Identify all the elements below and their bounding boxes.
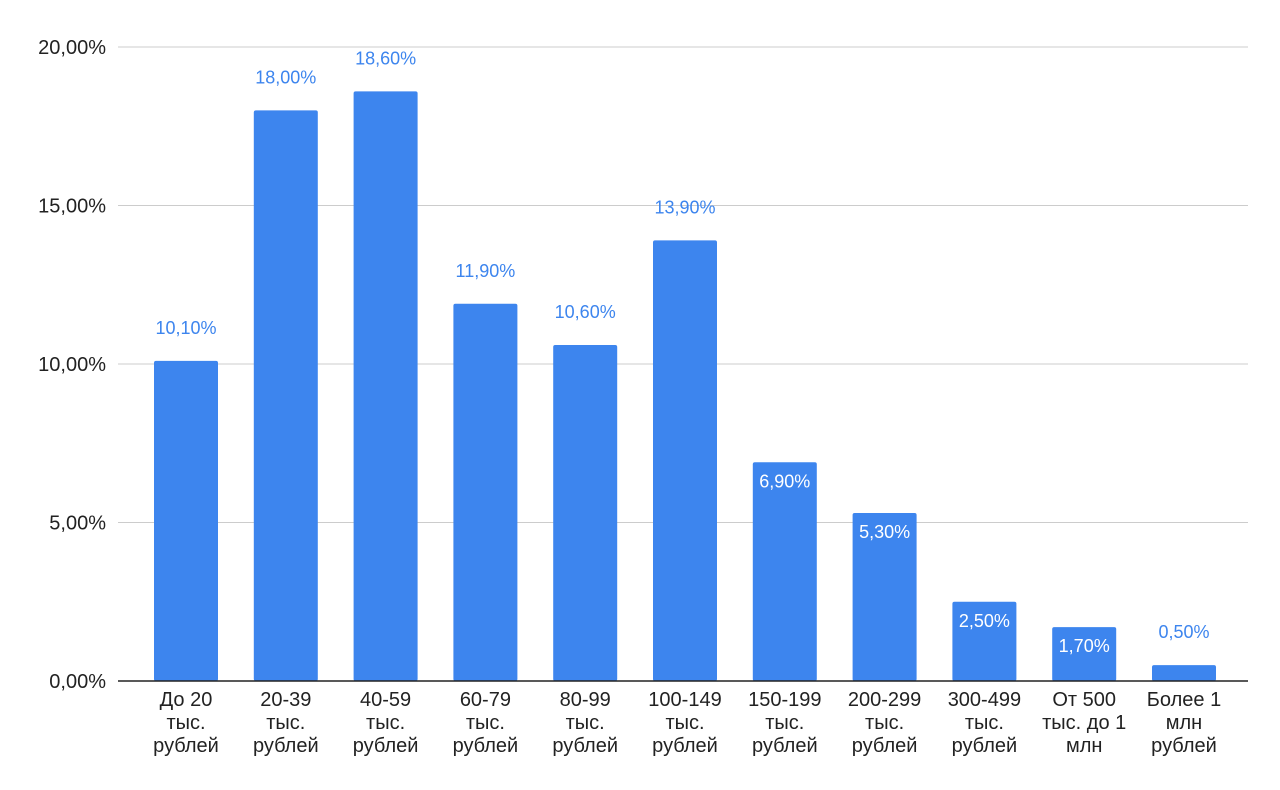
x-tick-label: рублей xyxy=(552,735,618,757)
data-label: 13,90% xyxy=(654,197,715,217)
bar xyxy=(453,303,518,681)
x-tick-label: рублей xyxy=(453,735,519,757)
bar xyxy=(653,240,717,681)
bar xyxy=(253,110,318,681)
data-label: 18,60% xyxy=(355,48,416,68)
x-tick-label: тыс. xyxy=(965,712,1004,734)
x-tick-label: тыс. до 1 xyxy=(1042,712,1126,734)
bar xyxy=(1052,627,1117,681)
x-tick-label: рублей xyxy=(353,735,419,757)
data-label: 11,90% xyxy=(456,261,516,281)
x-tick-label: 80-99 xyxy=(560,689,611,711)
x-tick-label: тыс. xyxy=(665,712,704,734)
x-tick-label: 200-299 xyxy=(848,689,921,711)
data-label: 18,00% xyxy=(255,67,316,87)
x-tick-label: тыс. xyxy=(166,712,205,734)
data-label: 1,70% xyxy=(1059,636,1110,656)
bar xyxy=(952,601,1017,681)
x-tick-label: млн xyxy=(1166,712,1202,734)
x-tick-label: тыс. xyxy=(566,712,605,734)
bar xyxy=(353,91,418,681)
x-tick-label: 150-199 xyxy=(748,689,821,711)
y-tick-label: 10,00% xyxy=(38,354,106,376)
x-tick-label: Более 1 xyxy=(1147,689,1221,711)
x-tick-label: тыс. xyxy=(765,712,804,734)
x-tick-label: тыс. xyxy=(366,712,405,734)
data-label: 6,90% xyxy=(759,471,810,491)
x-tick-label: рублей xyxy=(153,735,219,757)
x-tick-label: От 500 xyxy=(1052,689,1116,711)
data-label: 0,50% xyxy=(1158,622,1209,642)
data-label: 10,60% xyxy=(555,302,616,322)
y-tick-label: 0,00% xyxy=(49,671,106,693)
x-tick-label: 40-59 xyxy=(360,689,411,711)
data-label: 10,10% xyxy=(155,318,216,338)
x-tick-label: 60-79 xyxy=(460,689,511,711)
x-tick-label: рублей xyxy=(852,735,918,757)
x-tick-label: До 20 xyxy=(160,689,213,711)
x-tick-label: тыс. xyxy=(266,712,305,734)
x-tick-label: рублей xyxy=(952,735,1018,757)
y-tick-label: 15,00% xyxy=(38,196,106,218)
data-label: 5,30% xyxy=(859,522,910,542)
x-tick-label: 20-39 xyxy=(260,689,311,711)
bar xyxy=(553,344,618,681)
bar xyxy=(852,512,917,681)
x-tick-label: рублей xyxy=(652,735,718,757)
x-tick-label: рублей xyxy=(253,735,319,757)
bar xyxy=(1152,665,1216,681)
y-tick-label: 20,00% xyxy=(38,37,106,59)
y-tick-label: 5,00% xyxy=(49,513,106,535)
x-tick-label: 300-499 xyxy=(948,689,1021,711)
x-tick-label: млн xyxy=(1066,735,1102,757)
x-tick-label: тыс. xyxy=(865,712,904,734)
data-label: 2,50% xyxy=(959,611,1010,631)
x-tick-label: тыс. xyxy=(466,712,505,734)
bar xyxy=(154,360,218,681)
x-tick-label: 100-149 xyxy=(648,689,721,711)
x-tick-label: рублей xyxy=(752,735,818,757)
x-tick-label: рублей xyxy=(1151,735,1217,757)
bar xyxy=(752,462,817,681)
